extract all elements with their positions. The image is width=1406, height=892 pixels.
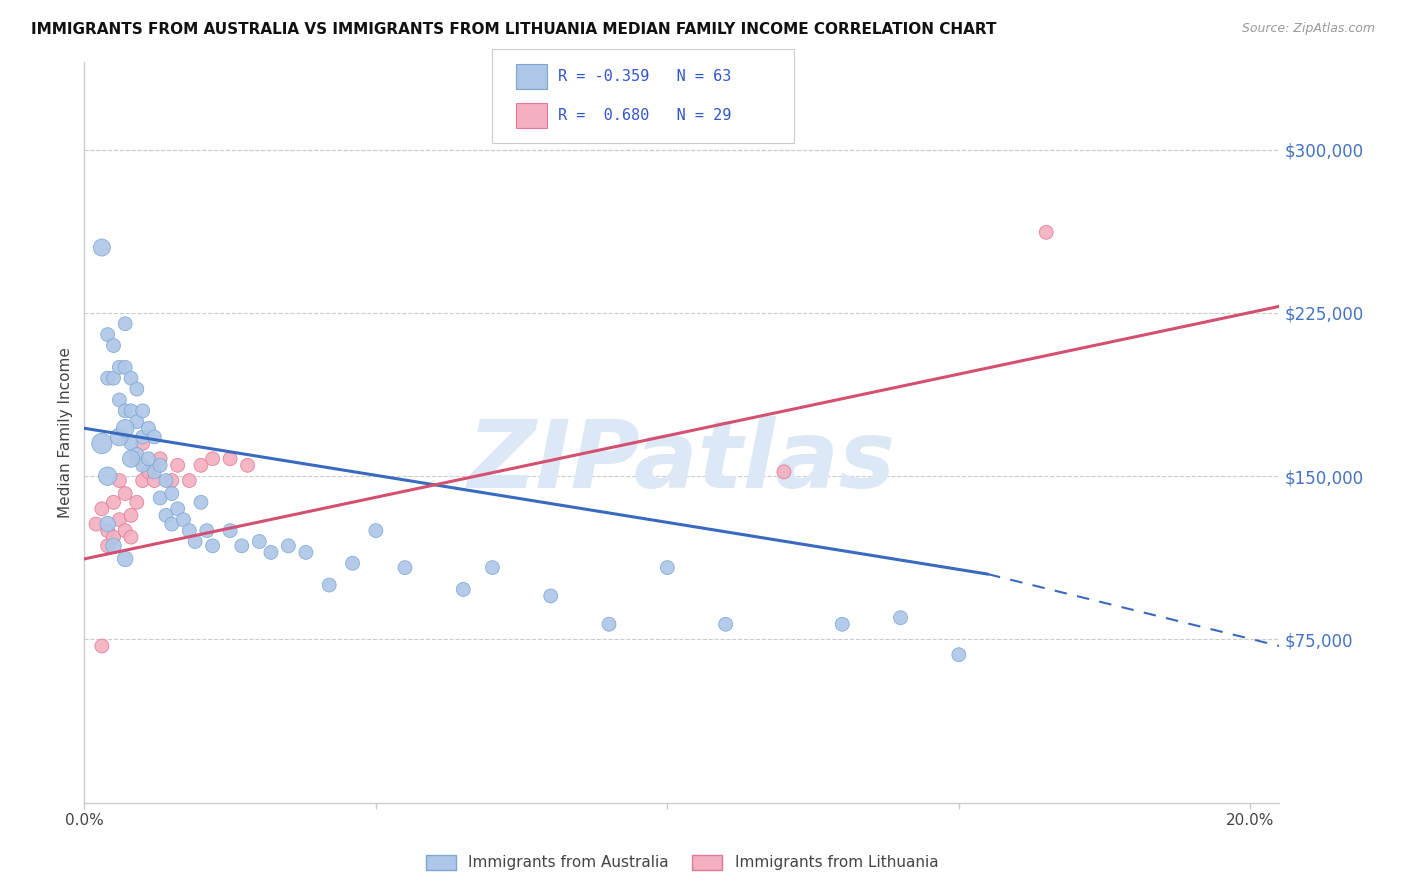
Point — [138, 421, 160, 435]
Point — [277, 539, 299, 553]
Point — [160, 486, 183, 500]
Point — [120, 530, 142, 544]
Point — [114, 421, 136, 435]
Point — [831, 617, 853, 632]
Point — [453, 582, 475, 597]
Point — [125, 415, 148, 429]
Point — [114, 317, 136, 331]
Point — [160, 517, 183, 532]
Point — [231, 539, 253, 553]
Point — [90, 240, 112, 255]
Point — [160, 474, 183, 488]
Point — [103, 338, 125, 352]
Point — [131, 436, 153, 450]
Point — [131, 404, 153, 418]
Point — [131, 474, 153, 488]
Point — [103, 530, 125, 544]
Point — [889, 610, 911, 624]
Point — [149, 491, 172, 505]
Point — [657, 560, 679, 574]
Point — [201, 451, 224, 466]
Point — [155, 508, 177, 523]
Point — [120, 451, 142, 466]
Text: IMMIGRANTS FROM AUSTRALIA VS IMMIGRANTS FROM LITHUANIA MEDIAN FAMILY INCOME CORR: IMMIGRANTS FROM AUSTRALIA VS IMMIGRANTS … — [31, 22, 997, 37]
Point — [318, 578, 340, 592]
Point — [97, 371, 120, 385]
Point — [103, 539, 125, 553]
Point — [540, 589, 562, 603]
Point — [125, 451, 148, 466]
Point — [125, 495, 148, 509]
Point — [125, 447, 148, 461]
Point — [342, 556, 364, 570]
Point — [97, 517, 120, 532]
Point — [114, 486, 136, 500]
Point — [149, 451, 172, 466]
Point — [394, 560, 416, 574]
Point — [201, 539, 224, 553]
Text: R = -0.359   N = 63: R = -0.359 N = 63 — [558, 70, 731, 84]
Point — [114, 404, 136, 418]
Point — [190, 458, 212, 473]
Point — [108, 513, 131, 527]
Point — [84, 517, 107, 532]
Point — [131, 430, 153, 444]
Point — [773, 465, 796, 479]
Point — [481, 560, 503, 574]
Point — [114, 524, 136, 538]
Point — [108, 360, 131, 375]
Point — [1035, 225, 1057, 239]
Point — [236, 458, 259, 473]
Point — [179, 524, 201, 538]
Point — [125, 382, 148, 396]
Point — [166, 458, 188, 473]
Point — [219, 451, 242, 466]
Point — [131, 458, 153, 473]
Point — [103, 371, 125, 385]
Point — [138, 451, 160, 466]
Point — [143, 474, 166, 488]
Text: ZIPatlas: ZIPatlas — [468, 417, 896, 508]
Point — [190, 495, 212, 509]
Point — [598, 617, 620, 632]
Point — [714, 617, 737, 632]
Point — [184, 534, 207, 549]
Point — [120, 436, 142, 450]
Point — [97, 469, 120, 483]
Point — [195, 524, 218, 538]
Point — [114, 552, 136, 566]
Point — [90, 501, 112, 516]
Point — [166, 501, 188, 516]
Point — [97, 539, 120, 553]
Point — [172, 513, 194, 527]
Point — [120, 371, 142, 385]
Point — [114, 360, 136, 375]
Point — [108, 392, 131, 407]
Point — [103, 495, 125, 509]
Point — [155, 474, 177, 488]
Point — [97, 327, 120, 342]
Point — [90, 639, 112, 653]
Y-axis label: Median Family Income: Median Family Income — [58, 347, 73, 518]
Point — [260, 545, 283, 559]
Text: Source: ZipAtlas.com: Source: ZipAtlas.com — [1241, 22, 1375, 36]
Point — [948, 648, 970, 662]
Point — [108, 474, 131, 488]
Point — [97, 524, 120, 538]
Text: R =  0.680   N = 29: R = 0.680 N = 29 — [558, 108, 731, 122]
Point — [143, 430, 166, 444]
Point — [149, 458, 172, 473]
Point — [143, 465, 166, 479]
Point — [90, 436, 112, 450]
Point — [120, 508, 142, 523]
Point — [138, 465, 160, 479]
Point — [364, 524, 387, 538]
Point — [295, 545, 318, 559]
Point — [219, 524, 242, 538]
Point — [120, 404, 142, 418]
Point — [108, 430, 131, 444]
Point — [179, 474, 201, 488]
Point — [247, 534, 270, 549]
Legend: Immigrants from Australia, Immigrants from Lithuania: Immigrants from Australia, Immigrants fr… — [419, 848, 945, 877]
